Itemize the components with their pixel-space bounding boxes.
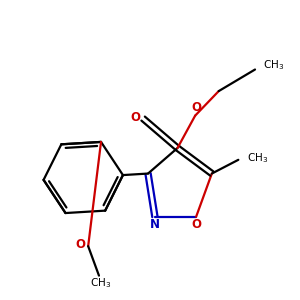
Text: O: O	[192, 218, 202, 232]
Text: O: O	[75, 238, 85, 251]
Text: O: O	[130, 111, 140, 124]
Text: CH$_3$: CH$_3$	[90, 276, 111, 290]
Text: CH$_3$: CH$_3$	[263, 58, 284, 72]
Text: N: N	[150, 218, 160, 232]
Text: CH$_3$: CH$_3$	[247, 152, 268, 165]
Text: O: O	[192, 101, 202, 114]
